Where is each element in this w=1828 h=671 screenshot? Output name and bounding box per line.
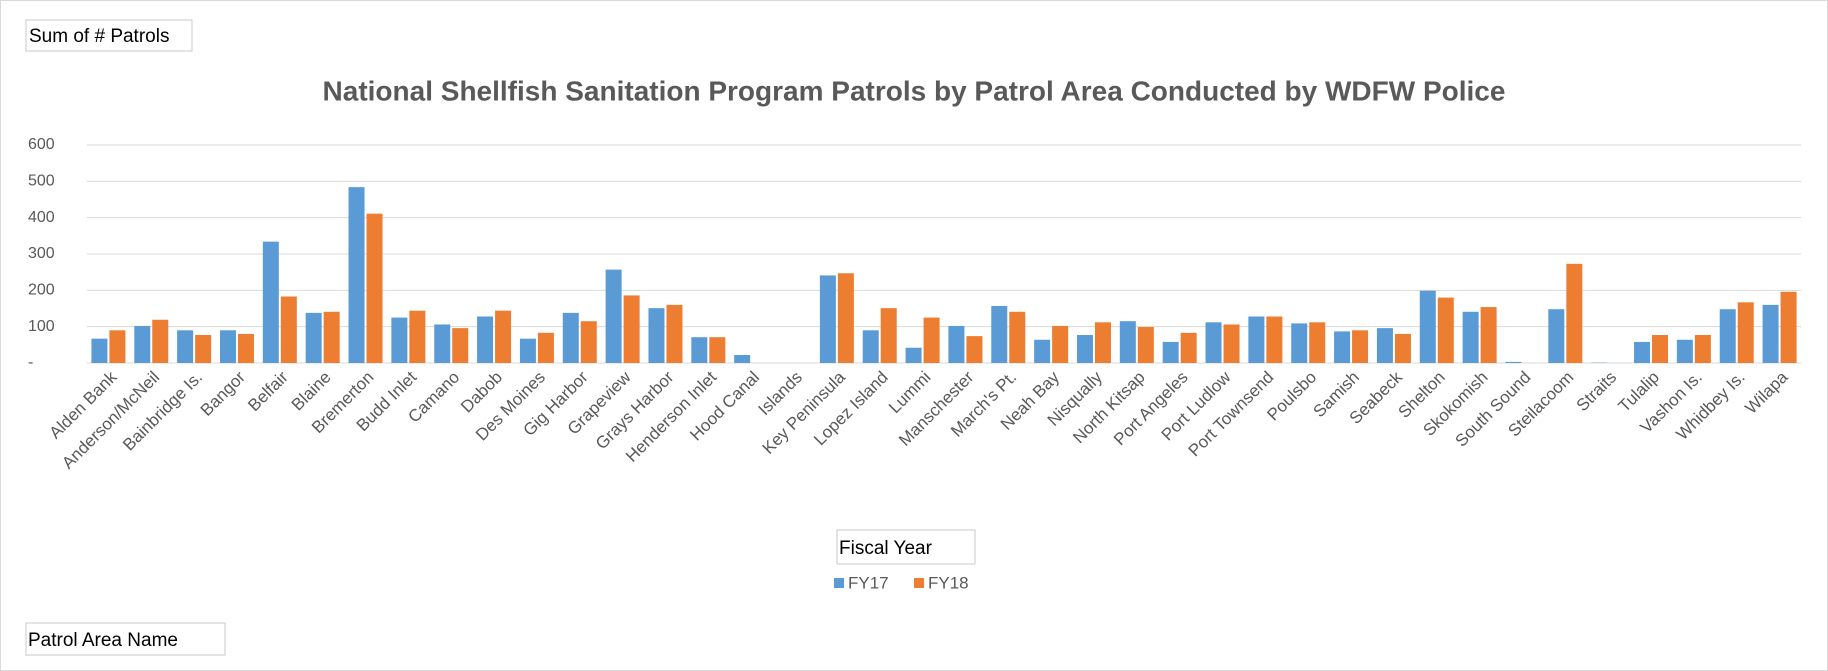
legend-field-button[interactable] [836, 529, 976, 565]
bar [1291, 323, 1308, 363]
bar [905, 347, 922, 363]
bar [1076, 335, 1093, 363]
bar [991, 305, 1008, 363]
bar [1223, 324, 1240, 363]
bar [691, 337, 708, 363]
bar [734, 355, 751, 363]
bar [519, 338, 536, 363]
y-tick-label: 300 [28, 245, 55, 262]
bar [134, 325, 151, 363]
bar [1376, 328, 1393, 363]
values-field-label[interactable]: Sum of # Patrols [29, 26, 169, 47]
bar [1094, 322, 1111, 363]
bar [1266, 316, 1283, 363]
legend-swatch [914, 578, 924, 588]
y-tick-label: 100 [28, 318, 55, 335]
bar [409, 310, 426, 363]
bar [237, 333, 254, 363]
bar [1780, 291, 1797, 363]
y-tick-label: 200 [28, 282, 55, 299]
bar [109, 330, 126, 363]
bar [1462, 311, 1479, 363]
bar [819, 275, 836, 363]
bar [219, 330, 236, 363]
bar [434, 324, 451, 363]
chart-title: National Shellfish Sanitation Program Pa… [323, 75, 1506, 106]
bar [1676, 339, 1693, 363]
bar [1119, 321, 1136, 363]
bar [648, 308, 665, 363]
y-tick-label: - [28, 354, 33, 371]
bar [1505, 361, 1522, 363]
legend-label: FY17 [848, 573, 889, 592]
bar [666, 304, 683, 363]
values-field-button[interactable] [25, 19, 193, 52]
bar [1180, 332, 1197, 363]
legend-label: FY18 [928, 573, 969, 592]
bar [966, 336, 983, 363]
bar [837, 273, 854, 363]
bar [391, 317, 408, 363]
bar [195, 335, 212, 363]
bar [348, 187, 365, 363]
bar [495, 310, 512, 363]
bar [1419, 290, 1436, 363]
bar [1052, 325, 1069, 363]
bar [1480, 307, 1497, 363]
bar [880, 308, 897, 363]
bar [452, 328, 469, 363]
bar [580, 321, 597, 363]
bar [1137, 327, 1154, 363]
legend-field-label[interactable]: Fiscal Year [839, 538, 933, 559]
bar [177, 330, 194, 363]
bar [262, 241, 279, 363]
bar [1566, 263, 1583, 363]
bar [862, 330, 879, 363]
axis-field-button[interactable] [25, 622, 226, 656]
bar [1548, 309, 1565, 363]
bar [1352, 330, 1369, 363]
bar [366, 213, 383, 363]
bar [623, 295, 640, 363]
bar [923, 317, 940, 363]
legend-swatch [834, 578, 844, 588]
bar [948, 325, 965, 363]
bar [1034, 339, 1051, 363]
bar [1437, 297, 1454, 363]
bar [305, 312, 322, 363]
bar [477, 316, 494, 363]
bar [605, 269, 622, 363]
y-tick-label: 500 [28, 173, 55, 190]
bar [1694, 335, 1711, 363]
bar [1205, 322, 1222, 363]
bar [1719, 309, 1736, 363]
bar [1309, 322, 1326, 363]
bar [1162, 341, 1179, 363]
bar [280, 296, 297, 363]
bar [1394, 333, 1411, 363]
y-tick-label: 400 [28, 209, 55, 226]
bar [537, 332, 554, 363]
bar [1634, 341, 1651, 363]
y-tick-label: 600 [28, 136, 55, 153]
bar [91, 338, 108, 363]
bar [1737, 302, 1754, 363]
bar [562, 312, 579, 363]
axis-field-label[interactable]: Patrol Area Name [28, 630, 178, 651]
bar [1652, 335, 1669, 363]
bar [1762, 304, 1779, 363]
bar [152, 319, 169, 363]
bar [709, 337, 726, 363]
bar [1248, 316, 1265, 363]
bar [1009, 311, 1026, 363]
bar [323, 311, 340, 363]
bar [1334, 331, 1351, 363]
